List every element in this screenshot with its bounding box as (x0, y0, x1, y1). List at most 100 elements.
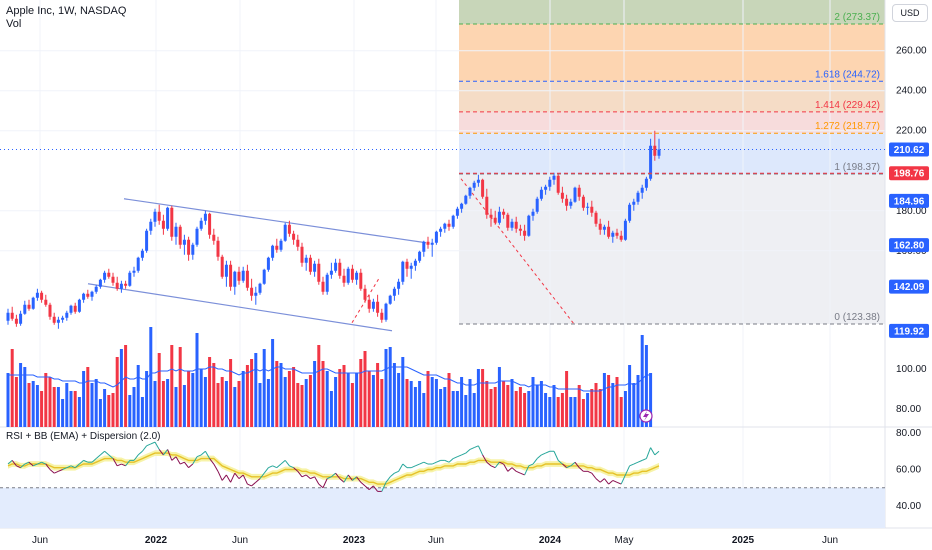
candle (195, 226, 199, 247)
volume-bar (405, 379, 409, 427)
candle-body (506, 214, 510, 228)
candle-body (653, 145, 657, 156)
volume-bar (145, 371, 149, 427)
candle (23, 300, 27, 315)
rsi-line-segment (566, 465, 571, 469)
price-badge (889, 166, 929, 181)
candle-body (590, 206, 594, 213)
candle (355, 270, 359, 285)
rsi-line-segment (125, 460, 131, 467)
projection-line[interactable] (460, 178, 575, 325)
candle (258, 282, 262, 295)
rsi-oversold-zone (0, 487, 885, 528)
volume-bar (628, 365, 632, 427)
candle (329, 262, 333, 279)
rsi-line-segment (83, 459, 88, 463)
candle (590, 200, 594, 217)
candle-body (187, 239, 191, 255)
candle (266, 256, 270, 272)
candle-body (216, 240, 220, 257)
volume-bar (594, 383, 598, 427)
candle-body (65, 312, 69, 318)
rsi-line-segment (415, 463, 420, 467)
volume-bar (275, 361, 279, 427)
channel-upper-line[interactable] (123, 198, 427, 244)
volume-tick-label: 100.00 (896, 364, 927, 375)
candle (447, 219, 451, 231)
price-tick-label: 260.00 (896, 46, 927, 57)
candle-body (149, 221, 153, 231)
candle-body (271, 245, 275, 258)
time-axis[interactable]: Jun 2022 Jun 2023 Jun 2024 May 2025 Jun (32, 535, 838, 546)
time-tick-label: Jun (822, 535, 838, 546)
candle (199, 217, 203, 231)
rsi-line-segment (28, 461, 34, 467)
volume-bar (187, 371, 191, 427)
rsi-line-segment (352, 476, 357, 481)
rsi-line-segment (263, 467, 269, 474)
rsi-line-segment (238, 474, 244, 480)
rsi-line-segment (41, 461, 46, 465)
candle-body (258, 283, 262, 293)
candle-body (325, 274, 329, 292)
candle-body (514, 221, 518, 229)
candle-body (426, 241, 430, 245)
candle (443, 222, 447, 233)
rsi-line-segment (100, 450, 105, 456)
candle (560, 186, 564, 203)
channel-lower-line[interactable] (87, 283, 393, 332)
rsi-line-segment (331, 472, 336, 478)
price-axis[interactable]: 260.00240.00220.00180.00160.00100.0080.0… (639, 46, 929, 512)
volume-bar (149, 327, 153, 427)
currency-button[interactable]: USD (892, 4, 928, 22)
volume-bar (283, 377, 287, 427)
rsi-line-segment (121, 463, 126, 467)
volume-ma-line (8, 366, 651, 392)
volume-bar (388, 347, 392, 427)
volume-bar (86, 367, 90, 427)
fibonacci-levels[interactable]: 2 (273.37) 1.618 (244.72) 1.414 (229.42) 1.… (0, 12, 885, 325)
candle (506, 212, 510, 231)
candle (338, 258, 342, 279)
rsi-line-segment (305, 474, 311, 480)
rsi-line-segment (364, 485, 370, 490)
candle-body (409, 265, 413, 269)
volume-bar (380, 379, 384, 427)
candle-body (619, 235, 623, 240)
volume-bar (502, 381, 506, 427)
rsi-line-segment (385, 476, 391, 483)
rsi-line-segment (608, 480, 614, 485)
volume-bar (153, 381, 157, 427)
volume-bar (384, 349, 388, 427)
rsi-line-segment (477, 445, 484, 456)
volume-bar (77, 397, 81, 427)
candle-body (539, 189, 543, 199)
volume-bar (489, 389, 493, 427)
volume-bar (598, 389, 602, 427)
rsi-line-segment (394, 470, 399, 474)
rsi-line-segment (62, 467, 67, 470)
candle-body (61, 317, 65, 320)
fib-zone (459, 111, 885, 134)
time-tick-label: May (615, 535, 634, 546)
rsi-line-segment (381, 482, 387, 492)
rsi-line-segment (251, 481, 257, 487)
volume-bar (313, 361, 317, 427)
volume-bar (342, 365, 346, 427)
rsi-line-segment (520, 472, 525, 476)
candle (434, 230, 438, 245)
rsi-line-segment (192, 456, 198, 465)
rsi-line-segment (633, 461, 639, 465)
candle-body (296, 239, 300, 247)
volume-bar (308, 375, 312, 427)
volume-bar (254, 353, 258, 427)
volume-bar (119, 349, 123, 427)
rsi-line-segment (360, 481, 366, 487)
rsi-line-segment (310, 476, 315, 480)
volume-bar (556, 397, 560, 427)
candle-body (140, 250, 144, 258)
candle (124, 280, 128, 289)
volume-bar (338, 369, 342, 427)
candle-body (649, 145, 653, 179)
